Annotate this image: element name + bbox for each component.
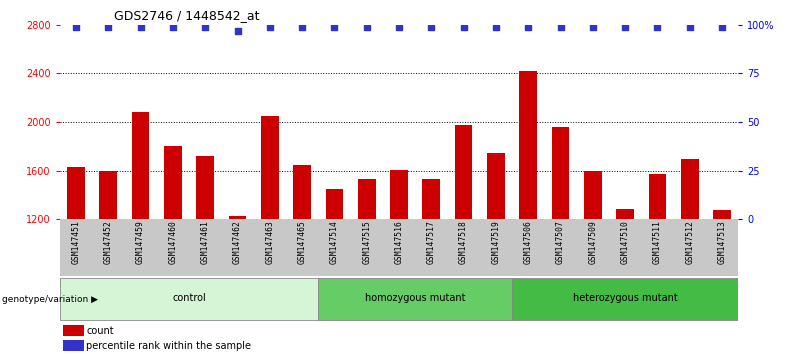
Point [683,24,696,29]
Bar [422,179,440,219]
Point [296,24,309,29]
Text: GSM147452: GSM147452 [104,221,113,264]
Bar [519,71,537,219]
Text: GSM147459: GSM147459 [136,221,145,264]
Bar [67,167,85,219]
Bar [132,112,149,219]
FancyBboxPatch shape [512,278,738,320]
Point [263,24,276,29]
Point [393,24,405,29]
Bar [584,171,602,219]
Text: GSM147511: GSM147511 [653,221,662,264]
Bar [681,159,698,219]
Text: GDS2746 / 1448542_at: GDS2746 / 1448542_at [114,9,259,22]
Text: GSM147462: GSM147462 [233,221,242,264]
Text: GSM147463: GSM147463 [265,221,275,264]
Point [587,24,599,29]
Bar [63,340,84,352]
Text: GSM147519: GSM147519 [492,221,500,264]
Text: GSM147460: GSM147460 [168,221,177,264]
Point [231,28,244,33]
Bar [164,147,182,219]
Bar [390,170,408,219]
Point [554,24,567,29]
Text: heterozygous mutant: heterozygous mutant [573,293,678,303]
Point [489,24,502,29]
Point [199,24,211,29]
Bar [487,153,505,219]
FancyBboxPatch shape [60,278,318,320]
Text: GSM147517: GSM147517 [427,221,436,264]
Point [328,24,341,29]
Text: GSM147507: GSM147507 [556,221,565,264]
Point [361,24,373,29]
Bar [261,116,279,219]
Point [167,24,180,29]
Bar [196,156,214,219]
Text: GSM147514: GSM147514 [330,221,339,264]
Point [457,24,470,29]
Text: count: count [86,326,114,336]
Text: GSM147516: GSM147516 [394,221,404,264]
Bar [228,216,247,219]
Bar [551,127,570,219]
Point [716,24,729,29]
Text: genotype/variation ▶: genotype/variation ▶ [2,295,97,304]
Text: GSM147510: GSM147510 [621,221,630,264]
Point [425,24,437,29]
Bar [616,209,634,219]
Text: homozygous mutant: homozygous mutant [365,293,465,303]
Bar [455,125,472,219]
Text: GSM147515: GSM147515 [362,221,371,264]
Bar [63,325,84,336]
Text: GSM147509: GSM147509 [588,221,597,264]
Text: GSM147512: GSM147512 [685,221,694,264]
Text: GSM147451: GSM147451 [72,221,81,264]
Text: GSM147513: GSM147513 [717,221,726,264]
Text: percentile rank within the sample: percentile rank within the sample [86,341,251,351]
Bar [326,189,343,219]
Text: GSM147465: GSM147465 [298,221,306,264]
Text: GSM147506: GSM147506 [523,221,533,264]
Point [134,24,147,29]
Bar [100,171,117,219]
Text: GSM147461: GSM147461 [201,221,210,264]
Point [618,24,631,29]
Bar [293,165,311,219]
Point [522,24,535,29]
Point [69,24,82,29]
Point [102,24,115,29]
Text: control: control [172,293,206,303]
Text: GSM147518: GSM147518 [459,221,468,264]
Bar [649,175,666,219]
Bar [358,179,376,219]
Bar [713,210,731,219]
Point [651,24,664,29]
FancyBboxPatch shape [318,278,512,320]
